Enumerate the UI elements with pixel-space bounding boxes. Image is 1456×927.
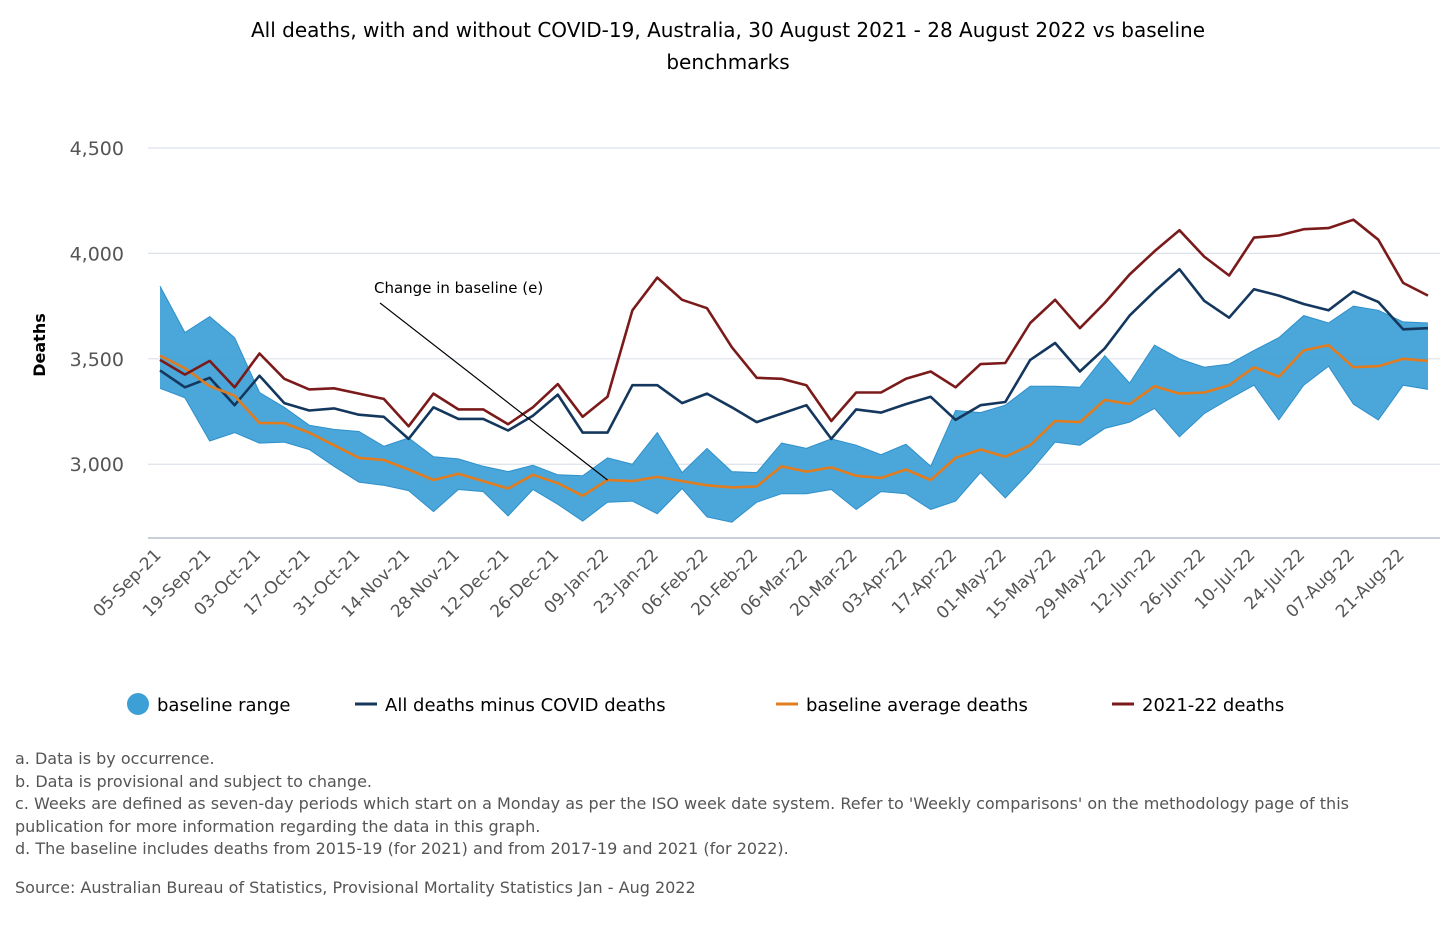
chart-title-line-1: All deaths, with and without COVID-19, A… xyxy=(250,18,1206,42)
plot-area xyxy=(159,218,1429,523)
baseline-range-lower-edge xyxy=(159,365,1429,523)
footnote-c-cont: publication for more information regardi… xyxy=(15,816,541,836)
annotation: Change in baseline (e) xyxy=(374,279,608,481)
all-deaths-minus-covid-line xyxy=(159,267,1429,441)
baseline-average-line xyxy=(159,343,1429,498)
footnote-b: b. Data is provisional and subject to ch… xyxy=(15,771,372,791)
legend-item: All deaths minus COVID deaths xyxy=(355,695,666,716)
chart-title-line-2: benchmarks xyxy=(666,50,790,74)
y-axis-label: Deaths xyxy=(30,313,49,377)
baseline-range-area xyxy=(160,286,1428,523)
y-tick-label: 4,000 xyxy=(70,243,124,265)
y-tick-label: 3,000 xyxy=(70,454,124,476)
legend-item: 2021-22 deaths xyxy=(1112,695,1284,716)
legend: baseline range All deaths minus COVID dea… xyxy=(127,693,1284,716)
y-tick-label: 3,500 xyxy=(70,349,124,371)
legend-label: 2021-22 deaths xyxy=(1142,695,1284,716)
footnote-d: d. The baseline includes deaths from 201… xyxy=(15,839,789,858)
x-axis-ticks: 05-Sep-2119-Sep-2103-Oct-2117-Oct-2131-O… xyxy=(89,545,1408,623)
deaths-2021-22-line xyxy=(159,218,1429,428)
source-note: Source: Australian Bureau of Statistics,… xyxy=(15,878,696,897)
grid-lines xyxy=(148,147,1440,465)
annotation-text: Change in baseline (e) xyxy=(374,279,543,297)
footnote-c: c. Weeks are defined as seven-day period… xyxy=(15,794,1349,813)
chart: 3,000 3,500 4,000 4,500 Deaths 05-Sep-2119-… xyxy=(30,138,1440,716)
footnote-a: a. Data is by occurrence. xyxy=(15,749,215,768)
y-tick-label: 4,500 xyxy=(70,138,124,160)
chart-title: All deaths, with and without COVID-19, A… xyxy=(0,14,1456,78)
legend-item: baseline range xyxy=(127,693,290,716)
baseline-range-upper-edge xyxy=(159,285,1429,477)
legend-label: baseline average deaths xyxy=(806,695,1028,716)
legend-item: baseline average deaths xyxy=(776,695,1028,716)
footnotes: a. Data is by occurrence. b. Data is pro… xyxy=(15,748,1445,861)
annotation-arrow xyxy=(379,302,608,481)
y-axis-ticks: 3,000 3,500 4,000 4,500 xyxy=(70,138,124,476)
legend-label: All deaths minus COVID deaths xyxy=(385,695,666,716)
legend-swatch-circle xyxy=(127,693,149,715)
legend-label: baseline range xyxy=(157,695,290,716)
